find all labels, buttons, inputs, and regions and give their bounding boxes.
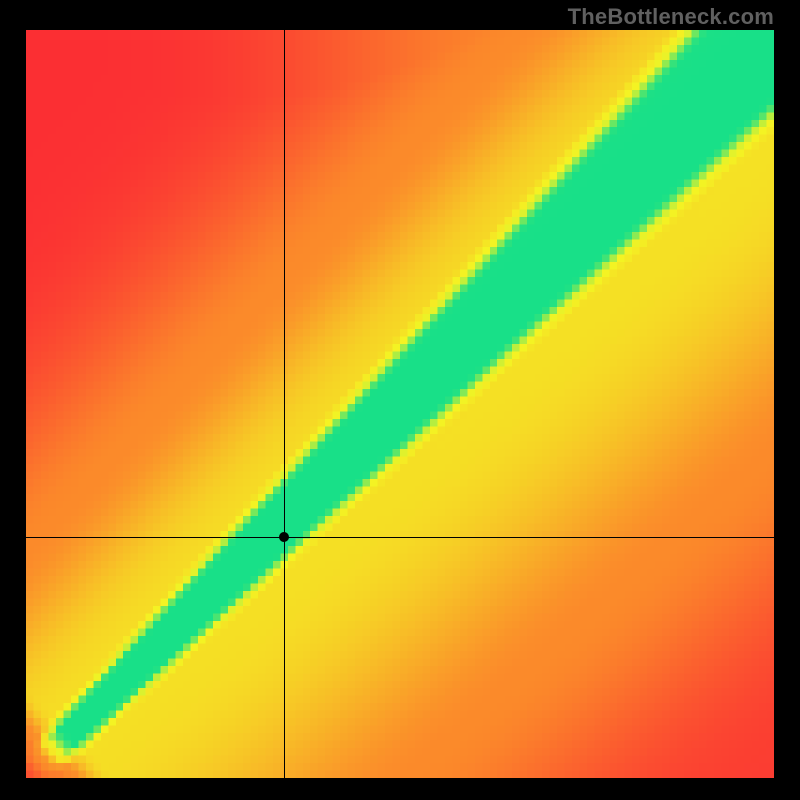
watermark-text: TheBottleneck.com — [568, 4, 774, 30]
crosshair-marker-dot — [279, 532, 289, 542]
heatmap-canvas — [26, 30, 774, 778]
crosshair-horizontal — [26, 537, 774, 538]
chart-container: TheBottleneck.com — [0, 0, 800, 800]
crosshair-vertical — [284, 30, 285, 778]
